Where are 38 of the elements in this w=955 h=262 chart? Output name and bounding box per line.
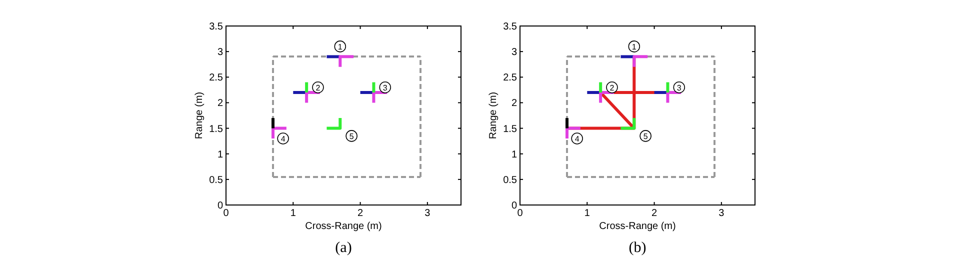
y-tick-label: 3 — [217, 47, 224, 58]
y-tick-label: 2 — [511, 98, 518, 110]
y-axis-title: Range (m) — [488, 92, 499, 140]
text: (b) — [628, 240, 646, 256]
annotation: 5 — [349, 132, 354, 141]
x-tick-label: 1 — [290, 208, 296, 219]
y-tick-label: 0 — [217, 200, 224, 212]
x-axis-title: Cross-Range (m) — [599, 221, 676, 232]
y-tick-label: 3.5 — [209, 22, 224, 32]
y-tick-label: 3 — [511, 47, 518, 58]
y-tick-label: 2 — [217, 98, 224, 110]
annotation: 1 — [338, 42, 343, 52]
annotation: 1 — [632, 42, 637, 52]
x-tick-label: 1 — [584, 208, 590, 219]
annotation: 2 — [316, 83, 321, 92]
y-tick-label: 1.5 — [503, 124, 518, 135]
x-tick-label: 2 — [358, 208, 364, 219]
y-tick-label: 2.5 — [503, 72, 518, 84]
annotation: 4 — [574, 134, 580, 144]
annotation: 3 — [382, 83, 388, 92]
y-tick-label: 1 — [217, 149, 224, 160]
y-tick-label: 3.5 — [503, 22, 518, 32]
x-tick-label: 3 — [424, 208, 431, 219]
y-tick-label: 1 — [511, 149, 518, 160]
y-tick-label: 0.5 — [209, 174, 224, 186]
annotation: 2 — [610, 83, 615, 92]
annotation: 5 — [643, 132, 648, 141]
x-tick-label: 3 — [718, 208, 725, 219]
x-tick-label: 2 — [652, 208, 658, 219]
y-tick-label: 2.5 — [209, 72, 224, 84]
annotation: 4 — [280, 134, 286, 144]
y-tick-label: 0 — [511, 200, 518, 212]
text: (a) — [335, 240, 352, 256]
x-axis-title: Cross-Range (m) — [305, 221, 382, 232]
y-tick-label: 0.5 — [503, 174, 518, 186]
annotation: 3 — [676, 83, 682, 92]
y-tick-label: 1.5 — [209, 124, 224, 135]
y-axis-title: Range (m) — [194, 92, 205, 140]
